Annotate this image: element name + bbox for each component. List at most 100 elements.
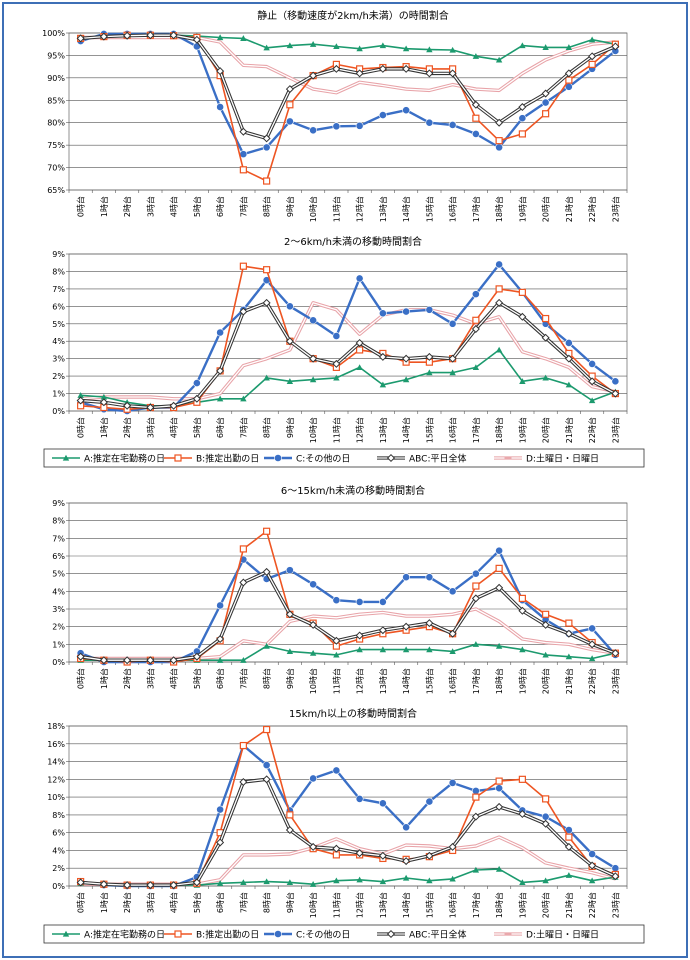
point-a-15 — [426, 369, 433, 376]
point-abc-8 — [262, 567, 271, 576]
point-a-10 — [309, 376, 317, 383]
point-a-16 — [449, 875, 456, 882]
legend-item-b: B:推定出勤の日 — [164, 929, 259, 941]
legend-label: C:その他の日 — [296, 929, 350, 941]
point-c-9 — [285, 117, 294, 126]
point-b-20 — [542, 314, 550, 323]
x-tick-label: 3時台 — [145, 417, 155, 438]
point-b-18 — [495, 137, 503, 145]
point-c-8 — [262, 761, 271, 770]
x-tick-label: 21時台 — [564, 668, 574, 694]
x-tick-label: 2時台 — [122, 196, 132, 217]
x-tick-label: 21時台 — [564, 892, 574, 918]
point-abc-7 — [239, 307, 248, 316]
point-a-17 — [472, 641, 480, 647]
x-tick-label: 12時台 — [355, 668, 365, 694]
point-a-1 — [100, 393, 108, 400]
x-tick-label: 6時台 — [215, 417, 225, 438]
point-abc-6 — [216, 366, 225, 375]
point-a-18 — [495, 346, 503, 353]
legend-2: A:推定在宅勤務の日 B:推定出勤の日 C:その他の日 ABC:平日全体 D:土曜日・日… — [43, 448, 645, 468]
x-tick-label: 11時台 — [331, 196, 341, 222]
point-a-22 — [588, 36, 596, 43]
series-abc — [76, 31, 620, 143]
x-tick-label: 19時台 — [517, 417, 527, 443]
x-tick-label: 17時台 — [471, 892, 481, 918]
legend-item-a: A:推定在宅勤務の日 — [52, 453, 165, 465]
point-c-23 — [611, 377, 620, 386]
y-tick-label: 8% — [52, 267, 65, 276]
point-abc-9 — [285, 610, 294, 619]
point-a-21 — [565, 44, 573, 50]
point-abc-6 — [216, 635, 225, 644]
point-a-6 — [216, 880, 224, 886]
point-abc-17 — [471, 100, 480, 109]
plot-area — [68, 253, 628, 412]
point-b-19 — [518, 594, 526, 603]
point-c-15 — [425, 797, 434, 806]
point-b-17 — [472, 582, 480, 590]
x-tick-label: 7時台 — [238, 196, 248, 217]
point-abc-20 — [541, 89, 550, 98]
x-tick-label: 18時台 — [494, 892, 504, 918]
point-a-legend — [62, 930, 70, 937]
point-abc-11 — [332, 636, 341, 645]
point-a-20 — [542, 374, 549, 381]
point-a-22 — [588, 877, 596, 884]
x-tick-label: 13時台 — [378, 417, 388, 443]
point-c-17 — [471, 569, 480, 578]
y-tick-label: 70% — [47, 164, 65, 173]
point-c-15 — [425, 573, 434, 582]
point-abc-3 — [146, 656, 155, 665]
point-abc-16 — [448, 629, 457, 638]
point-a-legend — [62, 454, 70, 461]
point-a-9 — [286, 879, 294, 886]
x-tick-label: 0時台 — [76, 892, 86, 913]
point-a-14 — [402, 874, 410, 881]
point-b-22 — [588, 60, 596, 69]
point-abc-2 — [123, 656, 132, 665]
point-a-22 — [588, 397, 596, 404]
x-tick-label: 10時台 — [308, 196, 318, 222]
y-tick-label: 14% — [47, 758, 65, 767]
point-a-17 — [472, 53, 480, 59]
point-c-16 — [448, 778, 457, 787]
point-a-21 — [565, 653, 573, 660]
x-tick-label: 11時台 — [331, 668, 341, 694]
point-c-legend — [274, 454, 282, 462]
x-tick-label: 12時台 — [355, 196, 365, 222]
point-c-12 — [355, 274, 364, 283]
point-abc-5 — [192, 878, 201, 887]
x-tick-label: 5時台 — [192, 196, 202, 217]
point-b-7 — [239, 166, 247, 174]
point-c-6 — [216, 601, 225, 610]
point-a-14 — [402, 45, 410, 52]
point-abc-19 — [518, 312, 527, 321]
point-abc-17 — [471, 594, 480, 603]
point-abc-legend — [386, 453, 396, 463]
x-tick-label: 0時台 — [76, 417, 86, 438]
point-abc-14 — [402, 64, 411, 73]
point-abc-1 — [99, 656, 108, 665]
point-a-19 — [519, 42, 526, 49]
point-abc-22 — [588, 377, 597, 386]
y-tick-label: 100% — [42, 29, 65, 38]
point-abc-4 — [169, 31, 178, 40]
point-c-18 — [495, 143, 504, 152]
y-tick-label: 5% — [52, 570, 65, 579]
point-b-8 — [263, 266, 271, 274]
x-tick-label: 3時台 — [145, 892, 155, 913]
y-tick-label: 0% — [52, 882, 65, 891]
x-tick-label: 5時台 — [192, 417, 202, 438]
x-tick-label: 17時台 — [471, 417, 481, 443]
point-abc-2 — [123, 881, 132, 890]
point-abc-20 — [541, 819, 550, 828]
plot-area — [68, 725, 628, 887]
point-a-11 — [333, 43, 340, 50]
x-tick-label: 3時台 — [145, 196, 155, 217]
point-abc-13 — [378, 352, 387, 361]
y-tick-label: 4% — [52, 587, 65, 596]
x-tick-label: 14時台 — [401, 668, 411, 694]
point-b-20 — [542, 795, 550, 803]
point-c-12 — [355, 121, 364, 130]
